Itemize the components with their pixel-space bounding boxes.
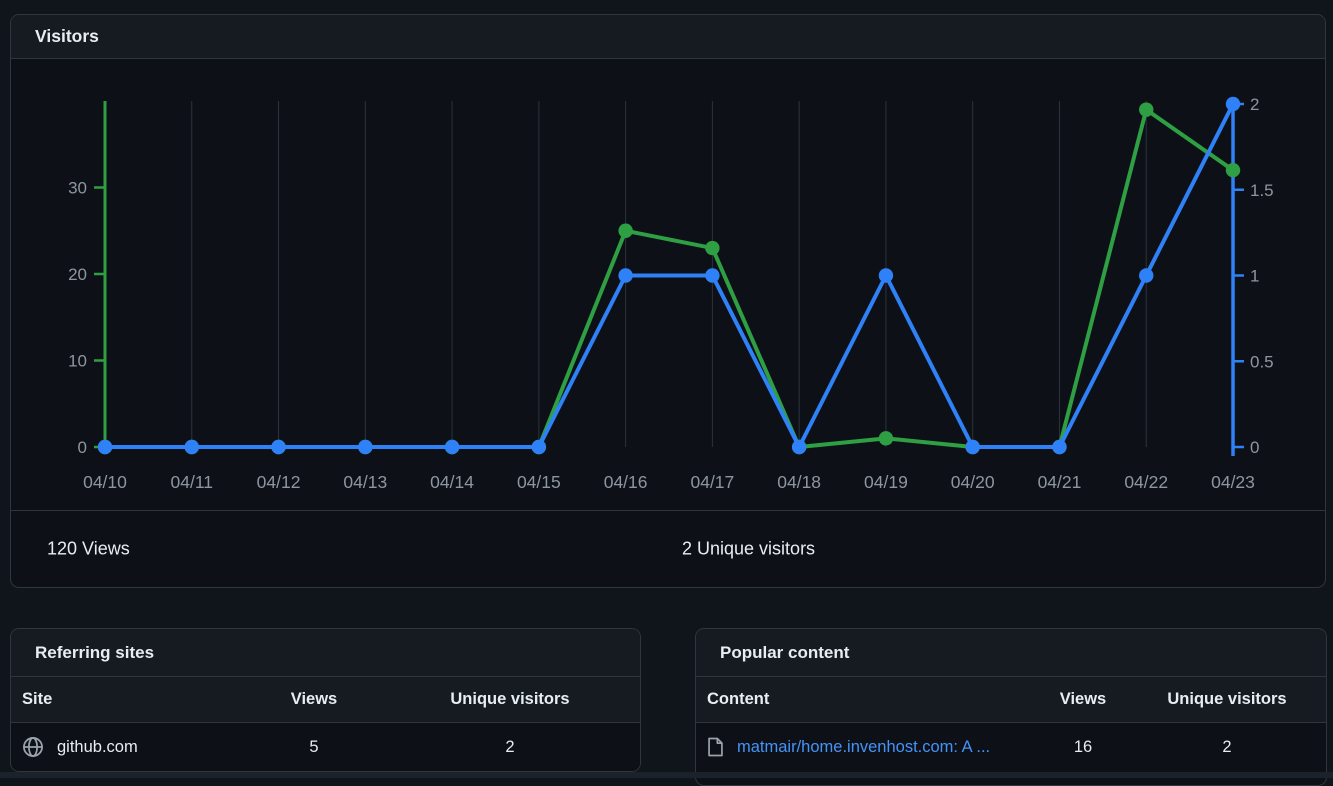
unique_visitors-line xyxy=(103,102,1236,449)
unique_visitors-point-04/14[interactable] xyxy=(444,439,460,455)
x-axis-label: 04/13 xyxy=(343,472,387,492)
visitors-chart-svg: 0 10 20 30 0 0.5 1 1.5 2 04/10 04/11 04/12 04/13 04/1… xyxy=(68,95,1274,492)
unique_visitors-point-04/18[interactable] xyxy=(791,439,807,455)
x-axis-label: 04/15 xyxy=(517,472,561,492)
column-views: Views xyxy=(1059,690,1107,708)
visitors-title: Visitors xyxy=(35,26,99,46)
popular-content-card: Popular content Content Views Unique vis… xyxy=(695,628,1327,786)
globe-icon xyxy=(22,736,44,758)
referring-sites-column-header: Site Views Unique visitors xyxy=(11,677,640,723)
x-axis-label: 04/17 xyxy=(690,472,734,492)
right-axis-label: 0.5 xyxy=(1250,352,1274,371)
popular-content-row: matmair/home.invenhost.com: A ... 16 2 xyxy=(696,723,1326,771)
visitors-summary: 120 Views 2 Unique visitors xyxy=(11,510,1325,587)
unique_visitors-point-04/12[interactable] xyxy=(271,439,286,455)
popular-content-column-header: Content Views Unique visitors xyxy=(696,677,1326,723)
unique_visitors-point-04/13[interactable] xyxy=(358,439,373,455)
unique_visitors-point-04/22[interactable] xyxy=(1139,268,1154,283)
x-axis-label: 04/21 xyxy=(1038,472,1082,492)
right-axis-label: 2 xyxy=(1250,95,1259,114)
referring-sites-title: Referring sites xyxy=(35,642,155,662)
column-views: Views xyxy=(290,690,338,708)
x-axis-label: 04/14 xyxy=(430,472,474,492)
column-content: Content xyxy=(707,690,770,708)
x-axis-label: 04/22 xyxy=(1124,472,1168,492)
unique_visitors-point-04/11[interactable] xyxy=(184,439,199,455)
views-point-04/19[interactable] xyxy=(878,431,894,446)
visitors-card-header: Visitors xyxy=(11,15,1325,59)
x-axis-label: 04/23 xyxy=(1211,472,1255,492)
views-point-04/17[interactable] xyxy=(705,240,720,256)
page-bottom-strip xyxy=(0,772,1333,778)
popular-content-views: 16 xyxy=(1073,737,1093,756)
x-axis-label: 04/11 xyxy=(171,472,214,492)
left-axis-label: 10 xyxy=(68,352,87,371)
right-axis-label: 1 xyxy=(1250,267,1259,286)
popular-content-unique: 2 xyxy=(1222,737,1232,756)
referring-sites-card: Referring sites Site Views Unique visito… xyxy=(10,628,641,772)
referring-site-unique: 2 xyxy=(505,737,515,756)
unique_visitors-point-04/16[interactable] xyxy=(618,268,633,283)
unique_visitors-point-04/10[interactable] xyxy=(97,439,113,455)
column-unique-visitors: Unique visitors xyxy=(450,690,570,708)
views-point-04/16[interactable] xyxy=(618,223,633,238)
column-site: Site xyxy=(22,690,53,708)
x-axis-label: 04/20 xyxy=(951,472,995,492)
views-total: 120 Views xyxy=(47,538,130,559)
unique_visitors-point-04/20[interactable] xyxy=(965,439,980,455)
unique_visitors-point-04/19[interactable] xyxy=(878,268,894,283)
visitors-card: Visitors 0 10 20 30 0 0.5 1 1.5 2 04/10 04/11 04/12… xyxy=(10,14,1326,588)
popular-content-title: Popular content xyxy=(720,642,850,662)
x-axis-label: 04/18 xyxy=(777,472,821,492)
views-point-04/23[interactable] xyxy=(1225,163,1241,178)
views-line xyxy=(103,107,1236,449)
x-axis-label: 04/12 xyxy=(257,472,301,492)
unique_visitors-point-04/21[interactable] xyxy=(1052,439,1067,455)
x-axis-label: 04/16 xyxy=(604,472,648,492)
right-axis-label: 0 xyxy=(1250,438,1259,457)
column-unique-visitors: Unique visitors xyxy=(1167,690,1287,708)
unique_visitors-point-04/23[interactable] xyxy=(1225,96,1241,112)
visitors-chart: 0 10 20 30 0 0.5 1 1.5 2 04/10 04/11 04/12 04/13 04/1… xyxy=(11,59,1325,513)
referring-site-name: github.com xyxy=(57,737,138,756)
unique_visitors-point-04/15[interactable] xyxy=(531,439,547,455)
right-axis-label: 1.5 xyxy=(1250,181,1274,200)
popular-content-link[interactable]: matmair/home.invenhost.com: A ... xyxy=(737,737,991,756)
referring-site-row: github.com 5 2 xyxy=(11,723,640,771)
left-axis-label: 20 xyxy=(68,265,87,284)
x-axis-label: 04/10 xyxy=(83,472,127,492)
referring-sites-header: Referring sites xyxy=(11,629,640,677)
referring-site-views: 5 xyxy=(309,737,319,756)
unique-visitors-total: 2 Unique visitors xyxy=(682,538,816,559)
left-axis-label: 0 xyxy=(78,438,87,457)
views-point-04/22[interactable] xyxy=(1139,102,1154,117)
x-axis-label: 04/19 xyxy=(864,472,908,492)
unique_visitors-point-04/17[interactable] xyxy=(705,268,720,283)
left-axis-label: 30 xyxy=(68,179,87,198)
popular-content-header: Popular content xyxy=(696,629,1326,677)
file-icon xyxy=(707,737,724,757)
